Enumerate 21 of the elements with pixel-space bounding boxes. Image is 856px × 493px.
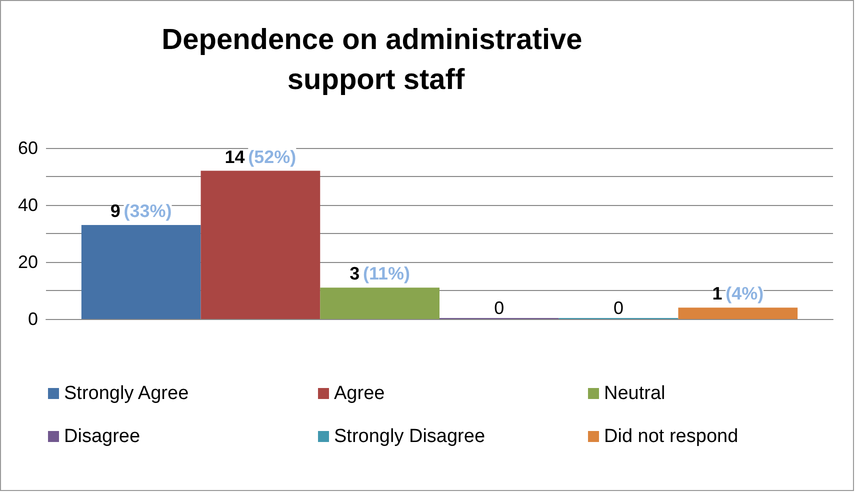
bar <box>200 170 320 319</box>
legend-label: Disagree <box>64 426 140 447</box>
bar <box>678 308 798 319</box>
legend-label: Strongly Agree <box>64 383 189 404</box>
y-tick-label: 20 <box>18 252 38 272</box>
data-label: 3 (11%) <box>350 264 410 284</box>
legend-label: Did not respond <box>604 426 738 447</box>
legend-label: Neutral <box>604 383 666 404</box>
y-tick-label: 0 <box>28 309 38 329</box>
data-label: 0 <box>494 298 504 318</box>
y-tick-label: 40 <box>18 195 38 215</box>
chart-title: Dependence on administrative support staff <box>162 24 590 96</box>
y-tick-label: 60 <box>18 138 38 158</box>
data-label: 0 <box>614 298 624 318</box>
data-label: 9 (33%) <box>110 200 172 221</box>
data-label: 14 (52%) <box>224 146 296 167</box>
legend-label: Agree <box>334 383 385 404</box>
data-label: 1 (4%) <box>712 284 764 304</box>
legend-label: Strongly Disagree <box>334 426 486 447</box>
bar <box>81 224 201 319</box>
bar <box>320 288 440 319</box>
